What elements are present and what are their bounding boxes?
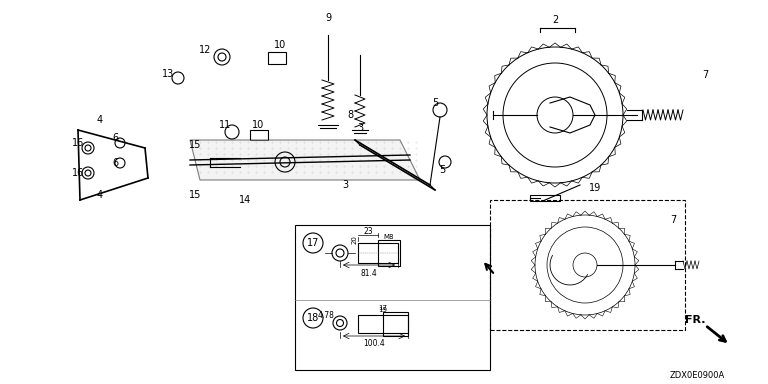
Text: 6: 6 <box>112 158 118 168</box>
Text: 4: 4 <box>97 115 103 125</box>
Text: 17: 17 <box>379 305 388 311</box>
Text: 8: 8 <box>347 110 353 120</box>
Text: 16: 16 <box>72 168 84 178</box>
Text: 81.4: 81.4 <box>361 268 377 278</box>
Text: 18: 18 <box>307 313 319 323</box>
Text: 12: 12 <box>199 45 211 55</box>
Text: 14: 14 <box>239 195 251 205</box>
Bar <box>295 225 490 370</box>
Bar <box>358 243 398 263</box>
Text: 3: 3 <box>342 180 348 190</box>
Text: 3: 3 <box>357 123 363 133</box>
Text: 19: 19 <box>589 183 601 193</box>
Text: 16: 16 <box>72 138 84 148</box>
Text: 100.4: 100.4 <box>363 339 385 349</box>
Text: 19: 19 <box>379 307 388 313</box>
Bar <box>378 240 400 266</box>
Text: 10: 10 <box>274 40 286 50</box>
Text: ZDX0E0900A: ZDX0E0900A <box>670 371 725 379</box>
Text: M8: M8 <box>383 234 393 240</box>
Bar <box>268 52 286 64</box>
Text: 9: 9 <box>325 13 331 23</box>
Text: 13: 13 <box>162 69 174 79</box>
Bar <box>358 315 408 333</box>
Bar <box>250 130 268 140</box>
Text: 7: 7 <box>670 215 676 225</box>
Polygon shape <box>190 140 420 180</box>
Text: 7: 7 <box>702 70 708 80</box>
Text: 4.78: 4.78 <box>318 311 335 319</box>
Bar <box>490 200 685 330</box>
Text: 15: 15 <box>189 190 201 200</box>
Text: 4: 4 <box>97 190 103 200</box>
Text: 5: 5 <box>432 98 438 108</box>
Text: 11: 11 <box>219 120 231 130</box>
Text: 15: 15 <box>189 140 201 150</box>
Text: 17: 17 <box>306 238 319 248</box>
Text: FR.: FR. <box>685 315 705 325</box>
Text: 20: 20 <box>352 235 358 245</box>
Bar <box>383 312 408 336</box>
Text: 10: 10 <box>252 120 264 130</box>
Text: 5: 5 <box>439 165 445 175</box>
Bar <box>530 195 560 201</box>
Text: 6: 6 <box>112 133 118 143</box>
Text: 2: 2 <box>552 15 558 25</box>
Text: 23: 23 <box>363 227 372 235</box>
